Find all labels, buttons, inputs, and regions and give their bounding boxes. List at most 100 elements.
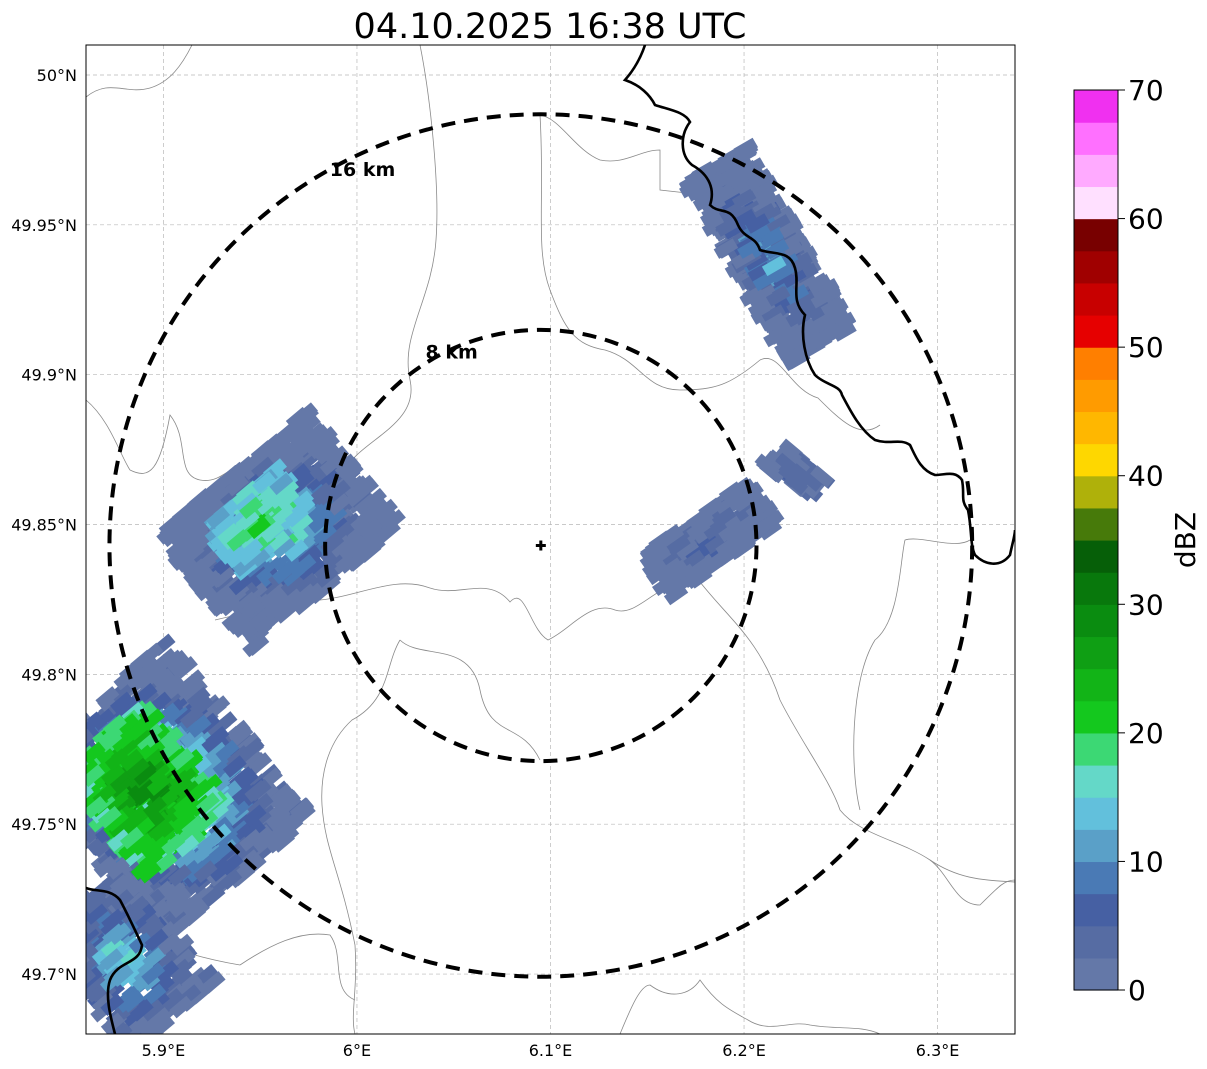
echo-cell — [86, 955, 98, 978]
echo-cell — [202, 739, 227, 763]
echo-cell — [701, 194, 727, 216]
echo-cell — [806, 314, 832, 335]
echo-cell — [730, 519, 755, 542]
echo-cell — [323, 505, 348, 528]
colorbar-segment — [1074, 829, 1118, 863]
echo-cell — [61, 764, 85, 787]
echo-cell — [52, 931, 76, 954]
echo-cell — [115, 713, 140, 736]
echo-cell — [56, 924, 80, 947]
echo-cell — [186, 490, 211, 513]
echo-cell — [270, 783, 295, 806]
echo-cell — [275, 487, 300, 511]
echo-cell — [284, 505, 309, 528]
echo-cell — [43, 943, 67, 966]
colorbar-tick-label: 70 — [1128, 74, 1164, 107]
colorbar-tick-label: 20 — [1128, 717, 1164, 750]
echo-cell — [130, 833, 155, 856]
echo-cell — [331, 552, 356, 575]
echo-cell — [91, 991, 116, 1015]
colorbar-segment — [1074, 475, 1118, 509]
echo-cell — [110, 681, 135, 704]
echo-cell — [301, 556, 326, 579]
echo-cell — [61, 939, 85, 962]
colorbar-segment — [1074, 765, 1118, 798]
colorbar-segment — [1074, 411, 1118, 445]
echo-cell — [645, 563, 671, 586]
echo-cell — [224, 473, 249, 497]
echo-cell — [44, 771, 68, 794]
echo-cell — [27, 756, 51, 779]
echo-cell — [230, 615, 255, 638]
echo-cell — [180, 819, 205, 842]
lat-tick-label: 49.9°N — [21, 366, 77, 385]
colorbar-segment — [1074, 797, 1118, 830]
echo-cell — [666, 534, 691, 556]
echo-cell — [354, 539, 379, 563]
colorbar-segment — [1074, 636, 1118, 670]
echo-cell — [86, 764, 106, 787]
colorbar-label: dBZ — [1169, 512, 1202, 568]
echo-cell — [32, 731, 56, 754]
echo-cell — [832, 321, 857, 342]
echo-cell — [229, 723, 254, 747]
echo-cell — [119, 748, 144, 772]
echo-cell — [313, 426, 338, 449]
colorbar-frame — [1073, 89, 1119, 991]
echo-cell — [56, 752, 80, 775]
echo-cell — [30, 777, 54, 800]
echo-cell — [150, 820, 175, 844]
echo-cell — [820, 296, 846, 318]
echo-cell — [188, 778, 213, 802]
echo-cell — [39, 739, 63, 762]
echo-cell — [86, 759, 101, 782]
echo-cell — [228, 572, 253, 596]
echo-cell — [140, 999, 165, 1022]
echo-cell — [58, 768, 82, 791]
echo-cell — [766, 214, 792, 235]
echo-cell — [31, 747, 55, 770]
echo-cell — [760, 226, 786, 247]
echo-cell — [813, 283, 838, 305]
colorbar-segment — [1074, 572, 1118, 605]
echo-cell — [98, 729, 123, 753]
map-frame — [85, 44, 1016, 1035]
echo-cell — [12, 750, 36, 773]
echo-cell — [50, 776, 74, 799]
country-borders — [86, 45, 1015, 1034]
echo-cell — [31, 769, 55, 792]
echo-cell — [205, 588, 230, 611]
echo-cell — [60, 717, 84, 740]
colorbar-tick-label: 50 — [1128, 331, 1164, 364]
colorbar-segment — [1074, 925, 1118, 959]
echo-cell — [97, 805, 122, 829]
echo-cell — [99, 970, 124, 993]
colorbar-segment — [1074, 443, 1118, 477]
echo-cell — [186, 560, 211, 584]
colorbar-segment — [1074, 668, 1118, 702]
echo-cell — [267, 486, 292, 509]
colorbar-segment — [1074, 154, 1118, 188]
echo-cell — [108, 817, 133, 840]
colorbar-segment — [1074, 700, 1118, 734]
echo-cell — [286, 805, 311, 829]
echo-cluster — [43, 857, 226, 1034]
echo-cell — [199, 754, 224, 777]
echo-cell — [342, 475, 367, 498]
echo-cell — [110, 889, 134, 912]
echo-cell — [52, 738, 76, 761]
colorbar-segment — [1074, 122, 1118, 155]
echo-cell — [175, 675, 200, 699]
echo-cell — [264, 432, 289, 456]
echo-cell — [93, 855, 118, 879]
echo-cell — [201, 884, 226, 908]
echo-cell — [105, 787, 130, 810]
echo-cell — [107, 922, 132, 945]
echo-cell — [60, 925, 84, 948]
echo-cell — [15, 760, 39, 783]
colorbar-tick-label: 0 — [1128, 974, 1146, 1007]
echo-cell — [99, 948, 124, 971]
echo-cell — [141, 661, 166, 685]
echo-cell — [277, 789, 301, 813]
echo-cell — [661, 567, 686, 589]
